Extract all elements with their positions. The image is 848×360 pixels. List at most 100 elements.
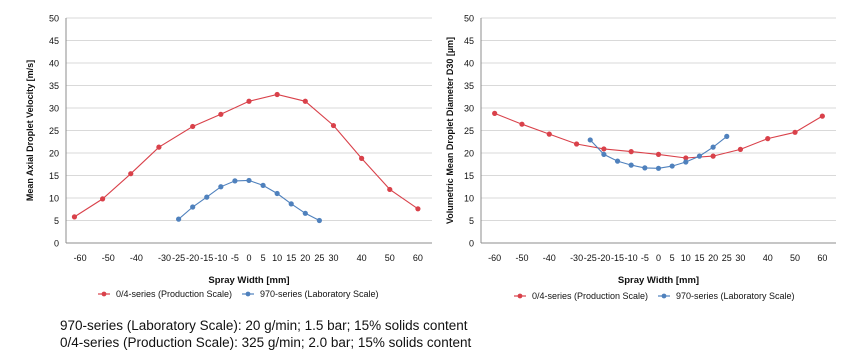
data-point: [628, 162, 634, 168]
x-tick-label: 60: [817, 253, 827, 263]
data-point: [246, 177, 252, 184]
x-axis-label: Spray Width [mm]: [208, 275, 289, 286]
y-tick-label: 35: [49, 81, 59, 91]
data-point: [274, 190, 280, 197]
x-tick-label: 25: [314, 253, 324, 263]
x-tick-label: -25: [172, 253, 185, 263]
legend-marker: [245, 291, 251, 297]
diameter-chart: 0 5 10 15 20 25 30 35 40 45 50 -60 -50 -40 -30 -25 -20 -1…: [438, 0, 848, 314]
data-point: [190, 123, 196, 130]
y-tick-label: 20: [464, 149, 474, 159]
data-point: [683, 155, 689, 161]
x-tick-label: -30: [158, 253, 171, 263]
data-point: [260, 182, 266, 188]
data-point: [655, 151, 662, 157]
series-line: [74, 93, 419, 218]
data-point: [330, 122, 337, 129]
legend-marker: [101, 291, 107, 297]
data-point: [218, 111, 224, 117]
x-tick-label: 10: [681, 253, 691, 263]
y-tick-label: 5: [469, 216, 474, 226]
x-tick-label: -60: [74, 253, 87, 263]
x-tick-label: -25: [584, 253, 597, 263]
x-tick-label: 20: [300, 253, 310, 263]
data-point: [587, 137, 593, 143]
data-point: [546, 131, 552, 137]
data-point: [190, 204, 196, 210]
y-tick-label: 50: [49, 14, 59, 24]
data-point: [316, 217, 322, 224]
x-tick-label: -20: [186, 253, 199, 263]
data-point: [792, 129, 798, 135]
data-point: [519, 121, 525, 127]
x-tick-label: 20: [708, 253, 718, 263]
data-point: [232, 178, 238, 184]
x-tick-label: -40: [130, 253, 143, 263]
data-point: [492, 110, 498, 116]
y-tick-label: 25: [49, 126, 59, 136]
data-point: [724, 133, 730, 139]
data-point: [415, 206, 421, 212]
y-tick-label: 15: [464, 171, 474, 181]
x-tick-label: 5: [670, 253, 675, 263]
x-tick-label: -5: [231, 253, 239, 263]
x-tick-label: -50: [102, 253, 115, 263]
x-tick-label: -10: [625, 253, 638, 263]
y-tick-label: 20: [49, 149, 59, 159]
y-axis-label: Volumetric Mean Droplet Diameter D30 [µm…: [445, 37, 455, 224]
x-tick-label: -15: [611, 253, 624, 263]
data-point: [642, 165, 648, 171]
y-tick-label: 0: [469, 239, 474, 249]
data-point: [573, 141, 580, 147]
data-point: [246, 98, 252, 104]
x-tick-label: 40: [357, 253, 367, 263]
series-line: [494, 112, 823, 159]
data-point: [819, 113, 825, 119]
y-tick-label: 15: [49, 171, 59, 181]
y-tick-label: 45: [464, 36, 474, 46]
y-tick-label: 30: [49, 104, 59, 114]
x-axis-label: Spray Width [mm]: [618, 275, 699, 286]
x-tick-label: -15: [200, 253, 213, 263]
data-point: [204, 194, 210, 200]
x-tick-label: -10: [214, 253, 227, 263]
y-tick-label: 45: [49, 36, 59, 46]
data-point: [359, 155, 365, 161]
x-tick-label: 10: [272, 253, 282, 263]
data-point: [387, 186, 393, 193]
x-tick-label: 50: [385, 253, 395, 263]
legend-label: 970-series (Laboratory Scale): [676, 291, 795, 301]
y-axis-label: Mean Axial Droplet Velocity [m/s]: [25, 60, 35, 201]
data-point: [601, 151, 607, 157]
y-tick-label: 35: [464, 81, 474, 91]
x-tick-label: 5: [261, 253, 266, 263]
data-point: [71, 214, 78, 220]
x-tick-label: -60: [488, 253, 501, 263]
x-tick-label: 15: [286, 253, 296, 263]
x-tick-label: -20: [597, 253, 610, 263]
x-tick-label: 0: [656, 253, 661, 263]
x-tick-label: -30: [570, 253, 583, 263]
y-tick-label: 0: [54, 239, 59, 249]
data-point: [696, 153, 703, 159]
data-point: [156, 144, 162, 150]
y-tick-label: 40: [49, 59, 59, 69]
legend-label: 0/4-series (Production Scale): [532, 291, 648, 301]
x-tick-label: -5: [641, 253, 649, 263]
velocity-chart: 0 5 10 15 20 25 30 35 40 45 50 -60 -50 -40 -30 -25 -20 -1…: [0, 0, 440, 314]
data-point: [601, 146, 607, 152]
x-tick-label: -40: [543, 253, 556, 263]
legend-marker: [661, 293, 667, 299]
x-tick-label: 60: [413, 253, 423, 263]
data-point: [274, 91, 280, 98]
x-tick-label: 50: [790, 253, 800, 263]
legend-label: 970-series (Laboratory Scale): [260, 289, 379, 299]
data-point: [100, 196, 106, 202]
data-point: [710, 153, 716, 159]
y-tick-label: 50: [464, 14, 474, 24]
x-tick-label: -50: [515, 253, 528, 263]
series-line: [178, 179, 320, 221]
data-point: [628, 149, 634, 155]
